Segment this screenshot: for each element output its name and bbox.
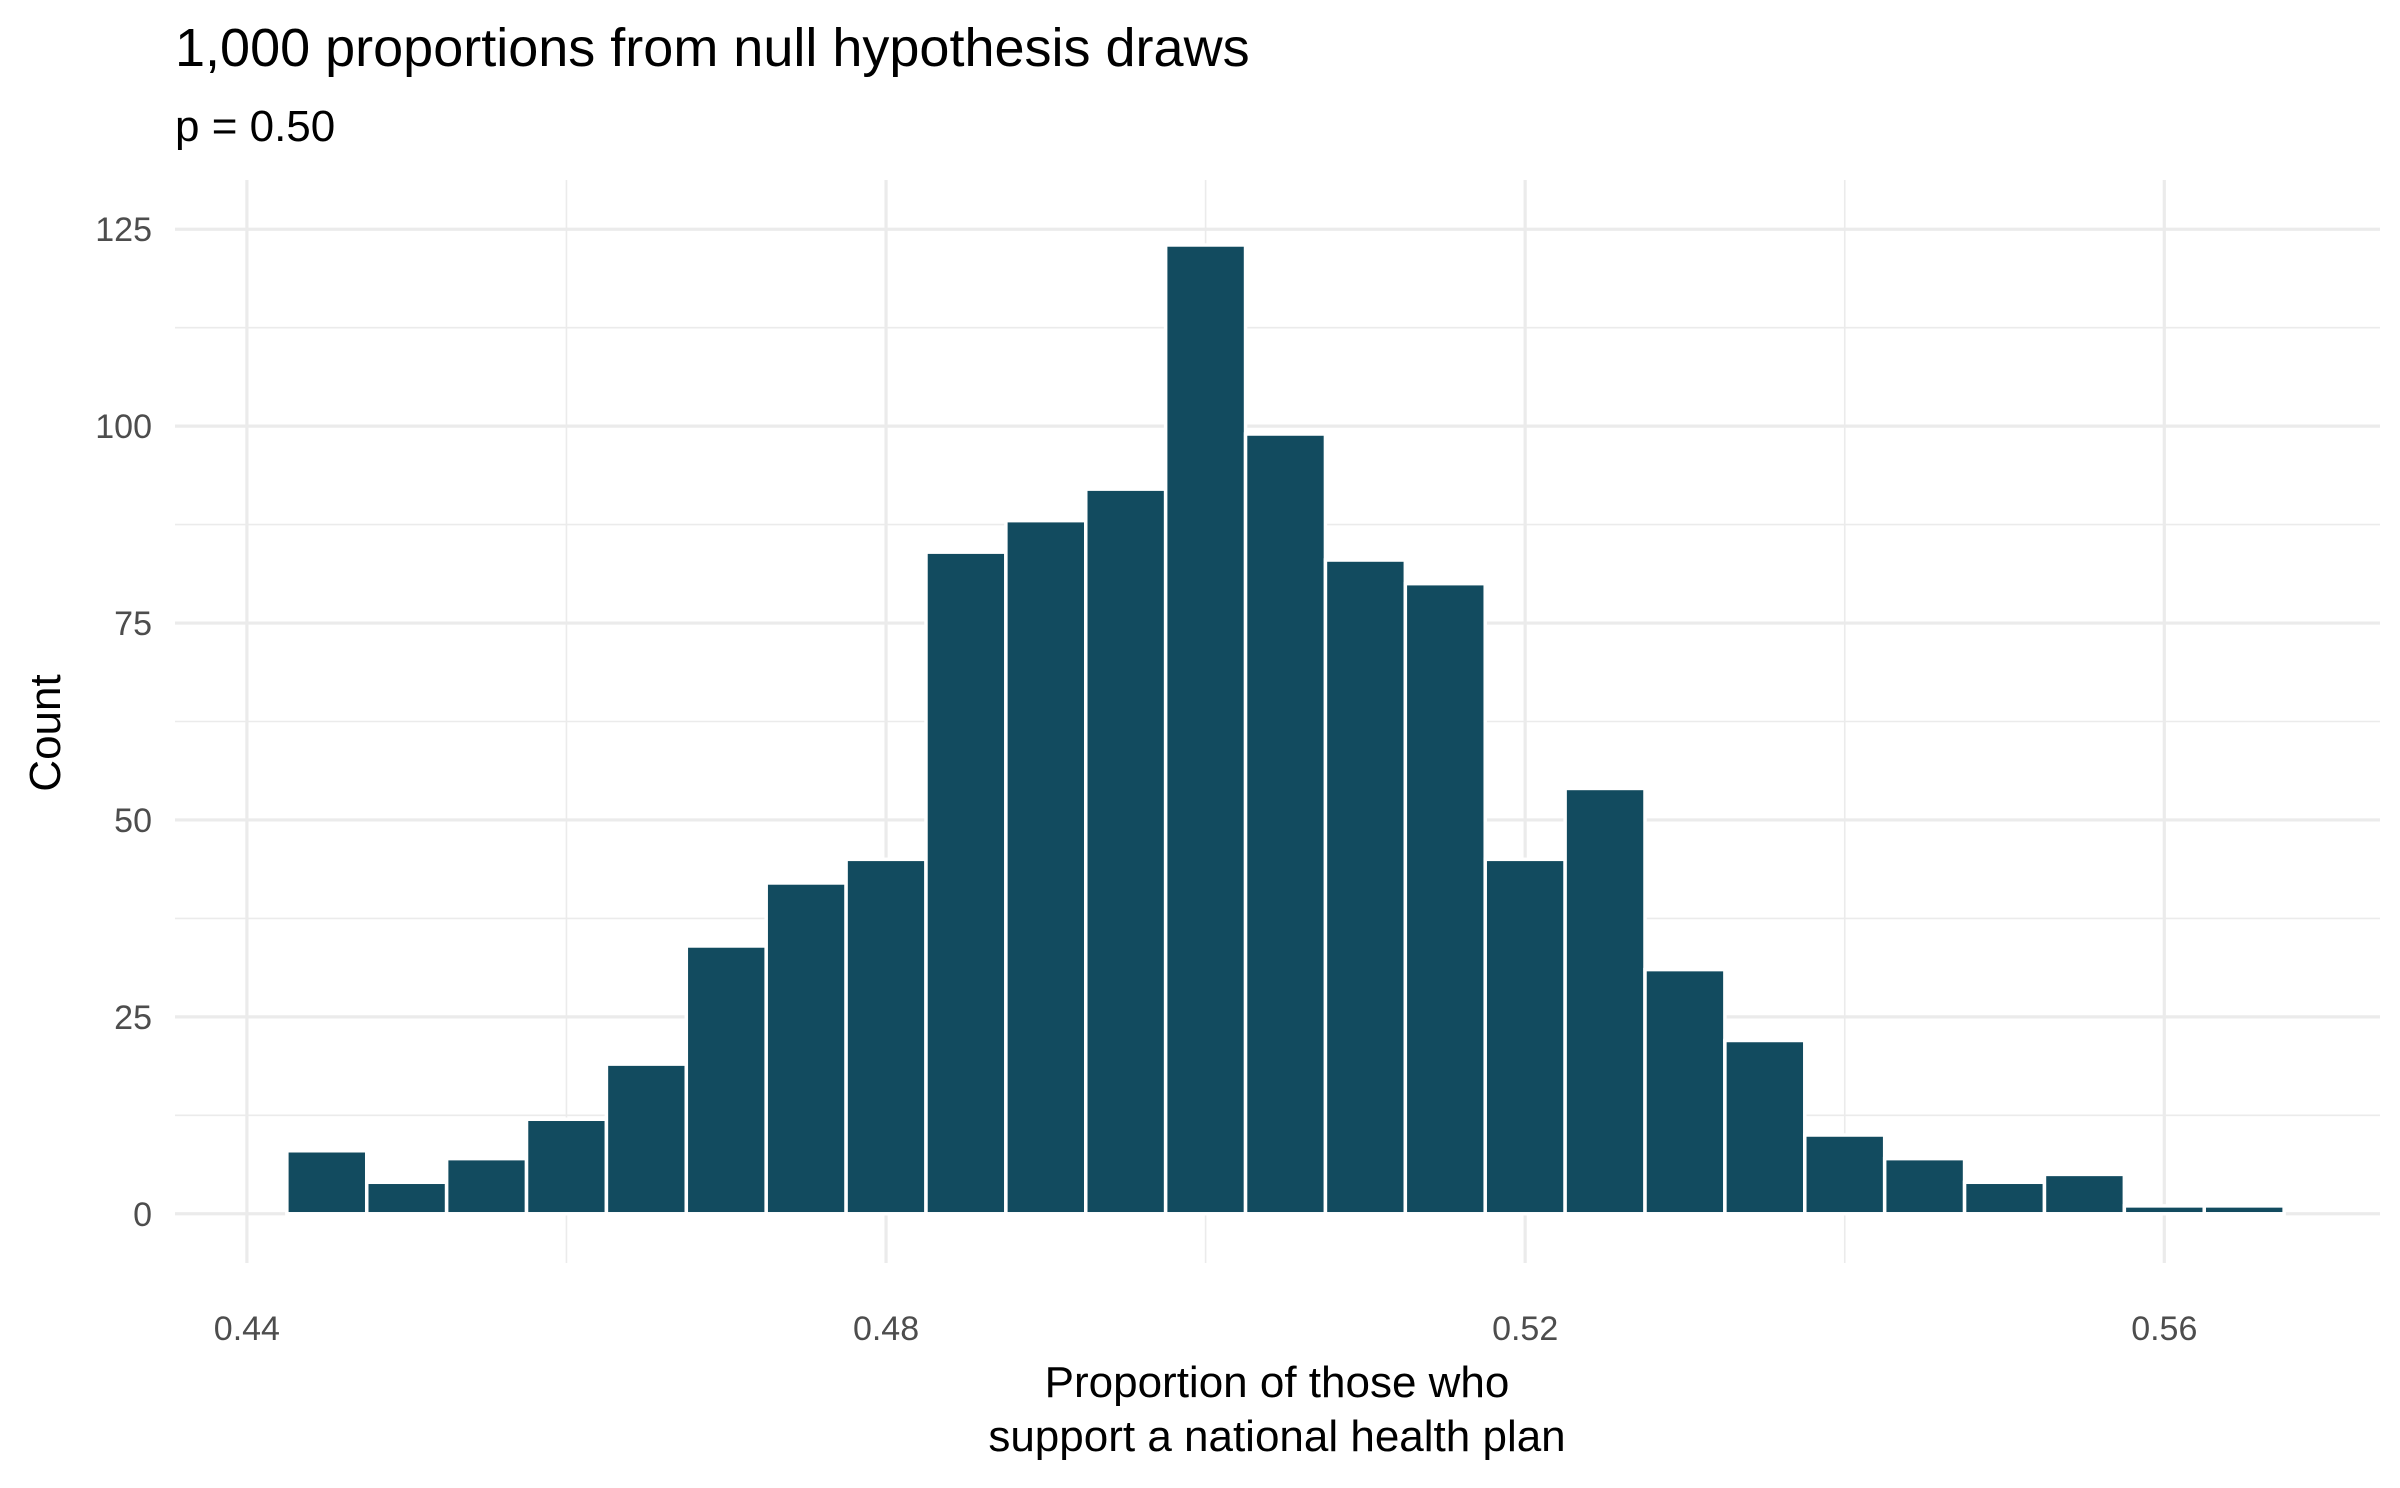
histogram-bar <box>604 1062 689 1216</box>
x-tick-label: 0.52 <box>1492 1310 1558 1348</box>
x-tick-label: 0.48 <box>853 1310 919 1348</box>
y-axis-label: Count <box>21 674 70 791</box>
histogram-bar <box>1323 558 1408 1216</box>
histogram-bar <box>2202 1204 2286 1216</box>
histogram-bar <box>1403 581 1487 1216</box>
histogram-bar <box>1962 1180 2047 1216</box>
y-tick-label: 25 <box>114 999 152 1037</box>
y-tick-label: 50 <box>114 802 152 840</box>
y-tick-label: 100 <box>95 408 152 446</box>
histogram-bar <box>1483 857 1567 1216</box>
y-tick-label: 125 <box>95 211 152 249</box>
histogram-bar <box>1004 518 1088 1216</box>
histogram-bar <box>364 1180 449 1216</box>
histogram-bar <box>1643 967 1727 1216</box>
histogram-bar <box>2042 1172 2127 1216</box>
y-tick-label: 75 <box>114 605 152 643</box>
chart-subtitle: p = 0.50 <box>175 102 335 151</box>
histogram-bar <box>1084 487 1168 1216</box>
chart-title: 1,000 proportions from null hypothesis d… <box>175 18 1250 78</box>
histogram-bar <box>1163 243 1248 1216</box>
histogram-bar <box>684 944 768 1216</box>
histogram-bar <box>524 1117 609 1216</box>
histogram-bar <box>2122 1204 2206 1216</box>
histogram-bar <box>924 550 1008 1216</box>
histogram-bar <box>444 1156 529 1216</box>
x-axis-label-line-2: support a national health plan <box>988 1412 1565 1461</box>
histogram-bar <box>1563 786 1647 1216</box>
histogram-bar <box>285 1149 369 1216</box>
histogram-bar <box>1882 1156 1967 1216</box>
histogram-bars <box>285 243 2286 1216</box>
x-tick-label: 0.44 <box>214 1310 280 1348</box>
x-tick-label: 0.56 <box>2131 1310 2197 1348</box>
y-tick-label: 0 <box>133 1196 152 1234</box>
histogram-bar <box>1243 432 1328 1216</box>
x-axis-label-line-1: Proportion of those who <box>1045 1358 1510 1407</box>
histogram-bar <box>844 857 928 1216</box>
axis-ticks: 0.44 0.48 0.52 0.56 0 25 50 75 100 125 <box>95 211 2197 1348</box>
histogram-bar <box>764 881 848 1216</box>
histogram-bar <box>1723 1038 1807 1216</box>
histogram-bar <box>1803 1133 1887 1216</box>
